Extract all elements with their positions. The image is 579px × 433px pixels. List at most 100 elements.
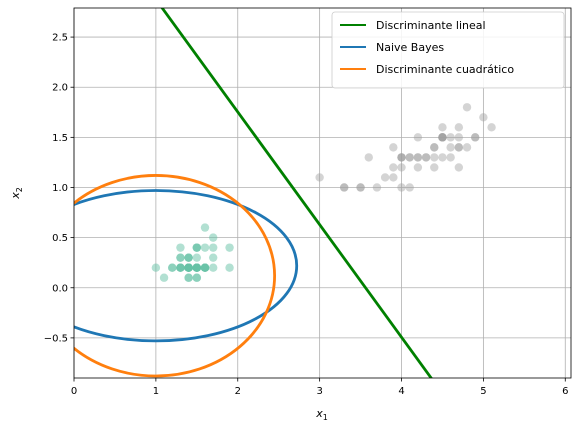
x-tick-label: 1 <box>153 386 159 397</box>
scatter-point <box>397 153 406 162</box>
scatter-point <box>184 273 193 282</box>
scatter-point <box>176 263 185 272</box>
plot-frame <box>73 7 572 379</box>
scatter-point <box>184 253 193 262</box>
scatter-point <box>356 183 365 192</box>
scatter-point <box>380 173 390 182</box>
scatter-point <box>208 233 218 242</box>
scatter-point <box>225 263 234 272</box>
scatter-point <box>208 253 218 262</box>
y-tick-label: 2.0 <box>52 83 68 94</box>
scatter-point <box>438 133 447 142</box>
scatter-point <box>397 163 406 172</box>
scatter-layer <box>151 103 496 282</box>
scatter-point <box>372 183 382 192</box>
scatter-point <box>364 153 373 162</box>
scatter-point <box>168 263 177 272</box>
scatter-point <box>413 153 423 162</box>
scatter-point <box>405 153 414 162</box>
x-axis-label: x1 <box>315 407 328 422</box>
x-tick-label: 3 <box>316 386 322 397</box>
scatter-point <box>208 243 218 252</box>
scatter-point <box>413 133 423 142</box>
x-tick-label: 2 <box>235 386 241 397</box>
boundary-layer <box>74 8 433 378</box>
scatter-point <box>454 133 464 142</box>
y-tick-label: −0.5 <box>44 333 68 344</box>
scatter-point <box>192 253 202 262</box>
scatter-point <box>389 173 398 182</box>
scatter-point <box>454 143 464 152</box>
scatter-point <box>438 133 447 142</box>
scatter-point <box>397 153 406 162</box>
legend-entry: Naive Bayes <box>376 41 444 54</box>
scatter-point <box>438 153 447 162</box>
scatter-point <box>405 153 414 162</box>
scatter-point <box>200 263 210 272</box>
boundary-discriminante-cuadr-tico <box>74 174 276 378</box>
scatter-point <box>454 123 464 132</box>
scatter-point <box>339 183 349 192</box>
scatter-point <box>389 163 398 172</box>
scatter-point <box>430 163 439 172</box>
scatter-point <box>176 253 185 262</box>
y-tick-label: 2.5 <box>52 33 68 44</box>
y-tick-label: 0.0 <box>52 283 68 294</box>
scatter-point <box>413 163 423 172</box>
scatter-point <box>438 133 447 142</box>
scatter-point <box>339 183 349 192</box>
y-tick-label: 1.0 <box>52 183 68 194</box>
scatter-point <box>159 273 169 282</box>
x-axis: 0 1 2 3 4 5 6 <box>71 378 568 397</box>
scatter-point <box>208 263 218 272</box>
scatter-point <box>397 183 406 192</box>
legend: Discriminante lineal Naive Bayes Discrimin… <box>331 11 565 89</box>
scatter-point <box>413 153 423 162</box>
scatter-point <box>446 143 455 152</box>
scatter-point <box>192 273 202 282</box>
legend-entry: Discriminante cuadrático <box>376 63 514 76</box>
boundary-discriminante-lineal <box>160 8 433 378</box>
scatter-point <box>421 153 431 162</box>
scatter-point <box>446 133 455 142</box>
scatter-point <box>405 183 414 192</box>
legend-entry: Discriminante lineal <box>376 19 486 32</box>
scatter-point <box>397 153 406 162</box>
y-axis-label: x2 <box>9 187 24 200</box>
legend-box <box>331 11 565 89</box>
scatter-point <box>454 143 464 152</box>
scatter-point <box>487 123 496 132</box>
scatter-point <box>430 143 439 152</box>
scatter-point <box>462 103 472 112</box>
scatter-point <box>192 263 202 272</box>
scatter-point <box>479 113 488 122</box>
scatter-point <box>389 143 398 152</box>
scatter-point <box>225 243 234 252</box>
y-tick-label: 1.5 <box>52 133 68 144</box>
scatter-point <box>176 243 185 252</box>
boundary-naive-bayes <box>74 189 299 343</box>
scatter-point <box>471 133 480 142</box>
scatter-point <box>446 153 455 162</box>
scatter-point <box>315 173 324 182</box>
x-tick-label: 5 <box>480 386 486 397</box>
scatter-point <box>471 133 480 142</box>
scatter-point <box>200 223 210 232</box>
scatter-point <box>184 263 193 272</box>
scatter-point <box>438 133 447 142</box>
x-tick-label: 0 <box>71 386 77 397</box>
scatter-point <box>192 243 202 252</box>
x-tick-label: 4 <box>398 386 404 397</box>
scatter-point <box>462 143 472 152</box>
scatter-point <box>430 153 439 162</box>
y-axis: −0.5 0.0 0.5 1.0 1.5 2.0 2.5 <box>44 33 74 344</box>
scatter-point <box>430 143 439 152</box>
x-tick-label: 6 <box>562 386 568 397</box>
scatter-point <box>421 153 431 162</box>
scatter-point <box>438 123 447 132</box>
scatter-point <box>200 243 210 252</box>
scatter-point <box>356 183 365 192</box>
scatter-point <box>438 133 447 142</box>
scatter-point <box>151 263 161 272</box>
